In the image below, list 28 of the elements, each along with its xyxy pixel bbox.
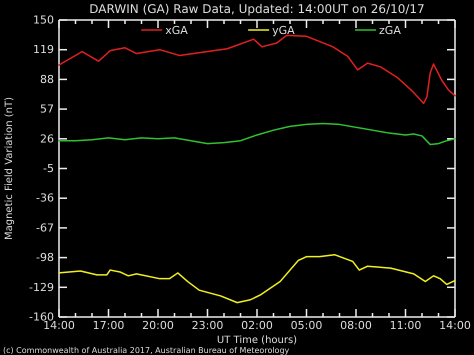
legend-label: zGA [379,24,402,37]
x-tick-label: 08:00 [340,318,372,332]
x-axis-title: UT Time (hours) [216,335,298,346]
y-tick-label: 119 [33,43,54,56]
x-tick-label: 14:00 [439,318,471,332]
y-tick-label: -98 [36,251,54,264]
y-tick-label: -129 [29,280,54,294]
x-tick-label: 20:00 [142,318,174,332]
line-series [58,122,456,146]
x-tick-label: 23:00 [192,318,224,332]
chart-title: DARWIN (GA) Raw Data, Updated: 14:00UT on 26/10/17 [89,2,425,16]
x-tick-label: 11:00 [390,318,422,332]
x-tick-label: 02:00 [241,318,273,332]
x-tick-label: 17:00 [92,318,124,332]
y-tick-label: 88 [40,72,54,86]
y-tick-label: 57 [40,102,54,116]
legend-label: yGA [272,24,296,37]
y-tick-label: -36 [36,192,54,205]
legend-label: xGA [165,24,188,37]
y-tick-label: -67 [36,221,54,234]
line-series [58,34,456,104]
y-tick-label: 26 [40,132,54,146]
y-tick-label: 150 [33,14,54,27]
y-axis-title: Magnetic Field Variation (nT) [4,96,15,240]
y-tick-label: -5 [43,162,54,176]
line-series [58,254,456,304]
text: (c) Commonwealth of Australia 2017, Australian Bureau of Meteorology [3,346,290,355]
x-tick-label: 05:00 [290,318,322,332]
